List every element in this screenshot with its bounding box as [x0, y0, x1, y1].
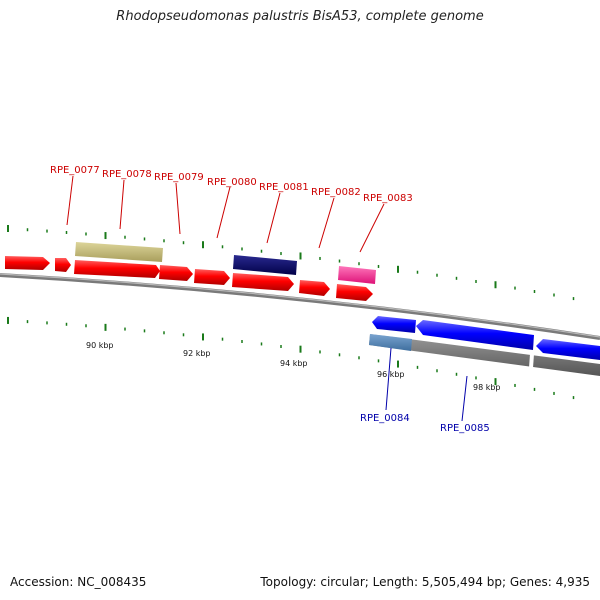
- accession-label: Accession: NC_008435: [10, 575, 147, 589]
- gene-forward: [159, 265, 193, 281]
- gene-label-rpe-0085: RPE_0085: [440, 423, 490, 434]
- leader-rpe-0078: [119, 179, 125, 230]
- gene-label-rpe-0078: RPE_0078: [102, 169, 152, 180]
- scale-label-92: 92 kbp: [183, 349, 211, 358]
- leader-rpe-0084: [385, 347, 392, 411]
- leader-rpe-0079: [175, 182, 181, 235]
- gene-label-rpe-0081: RPE_0081: [259, 182, 309, 193]
- gene-label-rpe-0077: RPE_0077: [50, 165, 100, 176]
- gene-label-rpe-0082: RPE_0082: [311, 187, 361, 198]
- gene-reverse: [536, 339, 600, 360]
- scale-label-96: 96 kbp: [377, 370, 405, 379]
- gene-label-rpe-0083: RPE_0083: [363, 193, 413, 204]
- map-title: Rhodopseudomonas palustris BisA53, compl…: [116, 9, 484, 24]
- leader-rpe-0082: [318, 197, 335, 249]
- gene-forward: [232, 273, 294, 291]
- feature-navy: [233, 255, 297, 275]
- scale-label-94: 94 kbp: [280, 359, 308, 368]
- forward-genes: [5, 256, 373, 301]
- feature-steel-block: [369, 334, 412, 351]
- gene-forward: [74, 260, 160, 278]
- gene-label-rpe-0084: RPE_0084: [360, 413, 410, 424]
- scale-label-98: 98 kbp: [473, 383, 501, 392]
- gene-forward: [299, 280, 330, 296]
- feature-pink: [338, 266, 376, 284]
- gene-reverse: [372, 316, 416, 333]
- scale-label-90: 90 kbp: [86, 341, 114, 350]
- feature-gray-track: [369, 334, 600, 376]
- gene-forward: [5, 256, 50, 270]
- gene-forward: [55, 258, 71, 272]
- gene-reverse: [416, 320, 534, 350]
- leader-rpe-0080: [216, 186, 231, 239]
- tick-marks: [7, 224, 575, 400]
- gene-forward: [194, 269, 230, 285]
- reverse-genes: [372, 316, 600, 360]
- leader-rpe-0083: [359, 203, 385, 253]
- feature-khaki: [75, 242, 163, 262]
- genome-backbone: [0, 273, 600, 340]
- leader-rpe-0081: [266, 192, 281, 244]
- leader-rpe-0077: [66, 175, 74, 226]
- leader-rpe-0085: [461, 375, 468, 422]
- genome-summary: Topology: circular; Length: 5,505,494 bp…: [260, 575, 590, 589]
- gene-forward: [336, 284, 373, 301]
- gene-label-rpe-0079: RPE_0079: [154, 172, 204, 183]
- gene-label-rpe-0080: RPE_0080: [207, 177, 257, 188]
